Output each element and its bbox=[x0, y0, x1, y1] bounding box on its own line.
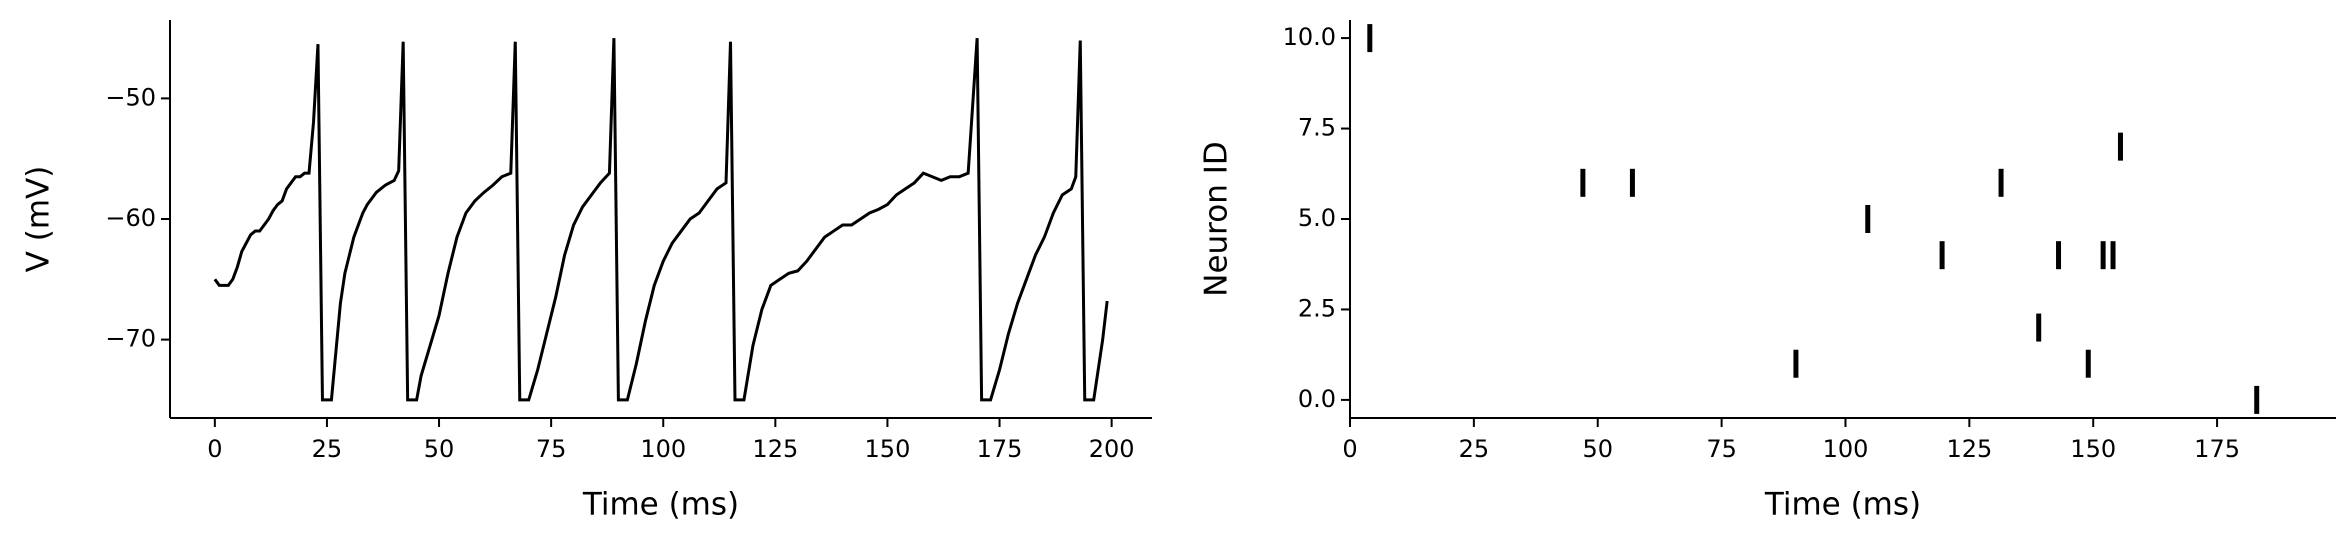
x-tick-label: 25 bbox=[312, 435, 343, 463]
y-tick-label: 10.0 bbox=[1283, 23, 1336, 51]
y-tick-label: 7.5 bbox=[1298, 114, 1336, 142]
voltage-trace bbox=[213, 37, 1109, 402]
y-axis-label: V (mV) bbox=[21, 166, 57, 273]
y-axis-label: Neuron ID bbox=[1199, 141, 1235, 296]
y-tick-label: 2.5 bbox=[1298, 294, 1336, 322]
y-tick-label: −70 bbox=[105, 325, 156, 353]
x-axis-label: Time (ms) bbox=[1764, 487, 1921, 523]
x-tick-label: 50 bbox=[1582, 435, 1613, 463]
x-tick-label: 100 bbox=[1823, 435, 1869, 463]
x-tick-label: 50 bbox=[424, 435, 455, 463]
x-tick-label: 0 bbox=[1342, 435, 1357, 463]
x-tick-label: 150 bbox=[865, 435, 911, 463]
x-tick-label: 125 bbox=[1946, 435, 1992, 463]
y-tick-label: 0.0 bbox=[1298, 385, 1336, 413]
x-axis-label: Time (ms) bbox=[582, 487, 739, 523]
x-tick-label: 75 bbox=[1706, 435, 1737, 463]
x-tick-label: 150 bbox=[2070, 435, 2116, 463]
x-tick-label: 125 bbox=[752, 435, 798, 463]
x-tick-label: 175 bbox=[2194, 435, 2240, 463]
y-tick-label: 5.0 bbox=[1298, 204, 1336, 232]
x-tick-label: 25 bbox=[1459, 435, 1490, 463]
y-tick-label: −60 bbox=[105, 204, 156, 232]
x-tick-label: 100 bbox=[640, 435, 686, 463]
y-tick-label: −50 bbox=[105, 83, 156, 111]
x-tick-label: 75 bbox=[536, 435, 567, 463]
x-tick-label: 200 bbox=[1089, 435, 1135, 463]
x-tick-label: 175 bbox=[977, 435, 1023, 463]
x-tick-label: 0 bbox=[207, 435, 222, 463]
